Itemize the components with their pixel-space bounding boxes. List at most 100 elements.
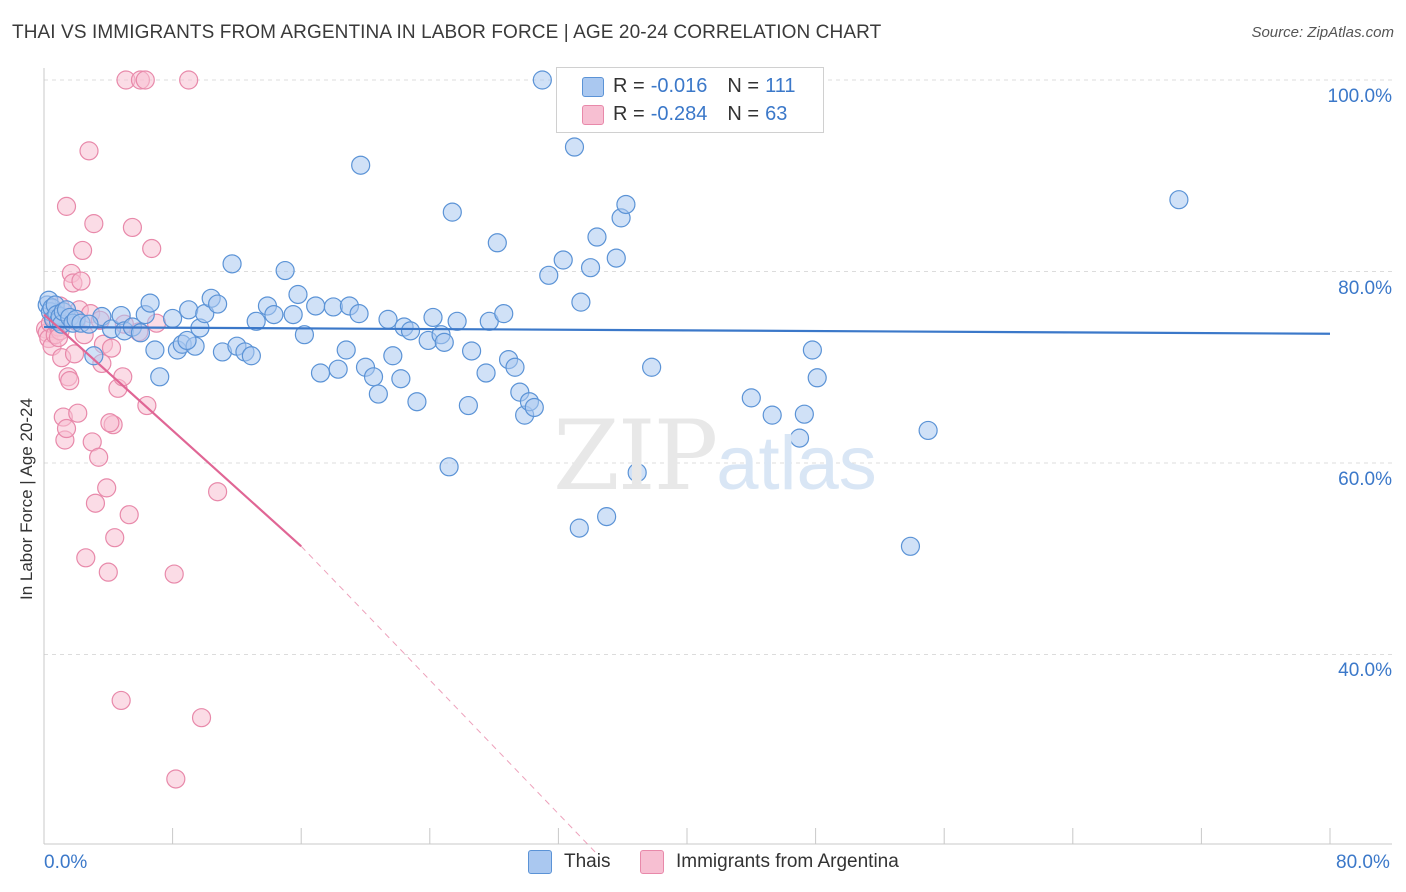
thais-point-42 [264, 304, 284, 325]
thais-point-100 [762, 405, 782, 425]
thais-point-69 [442, 202, 462, 222]
thais-point-45 [288, 284, 308, 305]
thais-point-95 [642, 357, 662, 377]
thais-point-51 [336, 340, 356, 360]
thais-point-56 [363, 367, 384, 387]
thais-point-46 [294, 325, 315, 345]
thais-point-101 [789, 428, 810, 448]
thais-point-109 [241, 346, 261, 366]
thais-point-110 [79, 314, 99, 334]
legend-label-argentina: Immigrants from Argentina [676, 851, 899, 872]
y-tick-label-100: 100.0% [1327, 86, 1392, 107]
y-tick-label-60: 60.0% [1338, 469, 1392, 490]
legend-n-value: 111 [765, 74, 796, 97]
argentina-point-19 [68, 403, 88, 423]
legend-item-thais[interactable]: Thais [528, 850, 610, 874]
thais-point-83 [539, 265, 559, 285]
thais-point-43 [275, 260, 295, 281]
legend-swatch-thais [528, 850, 552, 874]
watermark-zip: ZIP [553, 400, 718, 512]
thais-point-63 [407, 392, 427, 412]
thais-point-78 [505, 357, 525, 377]
thais-point-88 [580, 258, 601, 278]
argentina-point-43 [122, 217, 143, 238]
thais-point-25 [145, 340, 165, 360]
legend-n-value: 63 [765, 102, 788, 125]
thais-point-24 [140, 293, 160, 313]
argentina-point-15 [60, 371, 80, 391]
legend-r-value: -0.016 [650, 74, 708, 97]
thais-point-104 [807, 368, 827, 388]
argentina-trend-line [43, 313, 302, 548]
argentina-point-17 [64, 344, 85, 364]
thais-point-84 [553, 250, 573, 270]
argentina-point-36 [105, 528, 125, 548]
thais-point-93 [616, 194, 636, 215]
thais-point-67 [434, 332, 454, 352]
thais-point-53 [349, 304, 369, 324]
argentina-point-29 [89, 447, 109, 467]
y-tick-label-40: 40.0% [1338, 660, 1392, 681]
legend-n-label: N = [727, 102, 760, 125]
thais-point-50 [328, 359, 348, 379]
thais-point-75 [487, 233, 507, 253]
argentina-point-33 [98, 562, 118, 582]
thais-point-48 [310, 363, 331, 383]
thais-point-58 [378, 309, 398, 329]
thais-points [37, 70, 1189, 556]
argentina-point-39 [113, 367, 133, 387]
thais-point-91 [606, 248, 626, 268]
legend-swatch-pink [582, 105, 604, 125]
argentina-point-21 [72, 240, 93, 261]
legend-r-value: -0.284 [650, 102, 708, 125]
argentina-trend-extension [300, 545, 599, 856]
axes [43, 68, 1392, 845]
thais-point-85 [564, 137, 585, 157]
thais-point-73 [476, 363, 496, 383]
argentina-point-32 [97, 478, 117, 498]
thais-point-68 [439, 457, 459, 477]
chart-title: THAI VS IMMIGRANTS FROM ARGENTINA IN LAB… [12, 22, 882, 43]
thais-point-70 [447, 311, 467, 331]
thais-point-86 [569, 518, 589, 538]
thais-point-54 [351, 155, 371, 175]
argentina-point-24 [79, 141, 99, 161]
series-legend: Thais Immigrants from Argentina [0, 850, 1406, 878]
argentina-point-46 [135, 70, 155, 90]
thais-point-44 [283, 304, 303, 325]
y-axis-label: In Labor Force | Age 20-24 [17, 398, 36, 600]
thais-trend-line [43, 325, 1331, 335]
thais-point-37 [222, 254, 242, 274]
legend-swatch-blue [582, 77, 604, 97]
thais-point-65 [423, 307, 443, 328]
legend-r-label: R = [613, 102, 645, 125]
legend-item-argentina[interactable]: Immigrants from Argentina [640, 850, 899, 874]
argentina-point-23 [76, 548, 96, 568]
argentina-point-51 [166, 769, 186, 789]
legend-row-argentina: R = -0.284 N = 63 [582, 100, 788, 128]
thais-point-89 [587, 227, 607, 247]
y-tick-label-80: 80.0% [1338, 278, 1392, 299]
thais-point-62 [400, 321, 421, 341]
argentina-point-42 [119, 505, 139, 525]
thais-point-49 [323, 297, 343, 317]
argentina-point-34 [101, 338, 122, 358]
argentina-point-59 [100, 413, 120, 433]
grid-lines [44, 79, 1392, 655]
argentina-point-38 [111, 690, 131, 711]
legend-swatch-argentina [640, 850, 664, 874]
thais-point-102 [794, 404, 814, 424]
thais-point-71 [458, 395, 478, 416]
argentina-point-54 [208, 482, 228, 502]
thais-point-94 [627, 462, 647, 483]
argentina-point-48 [142, 238, 162, 259]
thais-point-26 [150, 367, 170, 387]
thais-point-106 [918, 420, 938, 441]
argentina-points [36, 70, 228, 789]
argentina-point-53 [191, 708, 212, 728]
thais-point-105 [900, 536, 921, 556]
correlation-legend: R = -0.016 N = 111 R = -0.284 N = 63 [556, 67, 824, 133]
thais-point-103 [802, 340, 822, 360]
argentina-point-57 [71, 271, 91, 291]
